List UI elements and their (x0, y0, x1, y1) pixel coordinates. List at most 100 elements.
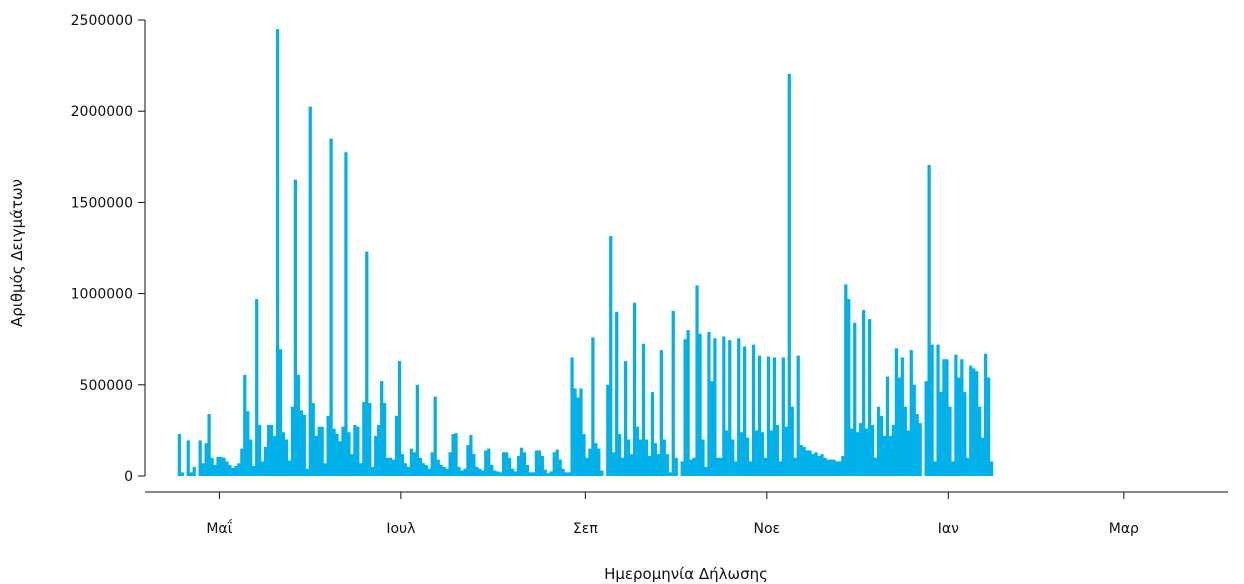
bar (338, 441, 342, 476)
bar (975, 371, 979, 476)
bar (808, 450, 812, 476)
bar (799, 444, 803, 476)
bar (383, 403, 387, 476)
bar (507, 457, 512, 476)
bar (656, 454, 660, 476)
bar (311, 403, 315, 476)
bar (353, 424, 357, 476)
bar (567, 472, 571, 476)
bar (421, 463, 425, 476)
bar (897, 377, 901, 476)
bar (439, 465, 443, 476)
bar (290, 406, 295, 476)
bar (499, 472, 503, 476)
bar (635, 426, 640, 476)
bar (644, 439, 649, 476)
bar (433, 396, 437, 476)
bar (924, 381, 928, 476)
bar (240, 448, 244, 476)
x-tick-label: Νοε (754, 521, 781, 537)
bar (894, 348, 898, 476)
bar (766, 356, 771, 476)
bar (287, 460, 292, 476)
bar (305, 468, 309, 476)
bar (258, 424, 262, 476)
bar (805, 450, 809, 476)
bar (570, 357, 574, 476)
bar (231, 467, 235, 476)
bar (879, 415, 884, 476)
bar (906, 430, 910, 476)
y-tick-label: 1000000 (71, 287, 133, 303)
bar (885, 376, 890, 476)
bar (505, 452, 509, 476)
bar (674, 457, 678, 476)
bar (430, 452, 434, 476)
bar (704, 466, 708, 476)
bar (272, 435, 277, 476)
bar (930, 344, 934, 476)
bar (826, 459, 830, 476)
bar (957, 377, 961, 476)
bar (867, 319, 872, 476)
bar (915, 413, 919, 476)
bar (210, 457, 214, 476)
x-tick-label: Ιαν (938, 521, 959, 537)
bar (487, 448, 491, 476)
bar (546, 473, 550, 476)
bar (418, 457, 422, 476)
bar (814, 452, 818, 476)
bar (978, 406, 982, 476)
bar (823, 457, 827, 476)
bar (629, 454, 634, 476)
bar (442, 466, 446, 476)
bar (540, 455, 544, 476)
bar (802, 446, 806, 476)
bar (198, 440, 202, 476)
bar (347, 432, 351, 476)
bar (564, 472, 568, 476)
bar (781, 357, 785, 476)
bar (668, 472, 672, 476)
bar (746, 437, 750, 476)
bar (386, 457, 390, 476)
x-tick-label: Μαΐ (206, 519, 232, 537)
bar (725, 430, 729, 476)
bar (760, 432, 765, 476)
bar (939, 392, 943, 476)
bar (466, 444, 470, 476)
bar (436, 459, 440, 476)
bar (180, 472, 184, 476)
bar (692, 457, 696, 476)
bar (317, 426, 321, 476)
bar (350, 454, 354, 476)
bar (927, 165, 931, 476)
bar (451, 434, 455, 476)
bar (933, 461, 937, 476)
bar (841, 455, 845, 476)
bar (772, 357, 777, 476)
bar (671, 310, 675, 476)
bar (255, 299, 259, 476)
bar (969, 365, 973, 476)
bar (472, 454, 476, 476)
bars-group (177, 29, 994, 477)
bar (502, 452, 506, 476)
bar (469, 434, 473, 476)
bar (284, 439, 289, 476)
bar (838, 461, 842, 476)
bar (626, 439, 631, 476)
bar (189, 472, 193, 476)
bar (757, 355, 762, 476)
bar (624, 361, 628, 476)
bar (987, 377, 991, 476)
bar (299, 410, 303, 476)
bar (740, 432, 744, 476)
bar (618, 434, 622, 476)
bar (213, 465, 217, 476)
bar (870, 424, 875, 476)
bar (582, 434, 586, 476)
bar (415, 384, 419, 476)
bar (984, 353, 988, 476)
